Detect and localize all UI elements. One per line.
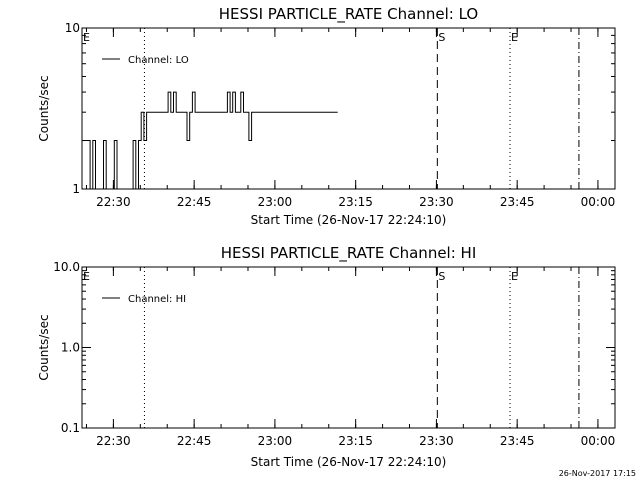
chart-1-y-axis-label: Counts/sec xyxy=(37,314,51,380)
panel-lo: HESSI PARTICLE_RATE Channel: LO Start Tim… xyxy=(37,5,616,227)
chart-1-x-tick-label: 23:45 xyxy=(500,434,535,448)
chart-1-annotation-label: E xyxy=(511,270,518,283)
chart-0-x-tick-label: 23:30 xyxy=(419,195,454,209)
chart-0-annotation-label: E xyxy=(511,31,518,44)
chart-0-x-tick-label: 23:15 xyxy=(338,195,373,209)
chart-0-legend-label: Channel: LO xyxy=(128,55,189,66)
chart-0-series-line-0 xyxy=(82,91,338,190)
panel-hi: HESSI PARTICLE_RATE Channel: HI Start Tim… xyxy=(37,244,616,469)
chart-1-legend-label: Channel: HI xyxy=(128,294,186,305)
chart-1-x-tick-label: 22:45 xyxy=(177,434,212,448)
chart-1-title: HESSI PARTICLE_RATE Channel: HI xyxy=(221,244,477,263)
chart-0-x-tick-label: 23:00 xyxy=(258,195,293,209)
chart-1-x-axis-label: Start Time (26-Nov-17 22:24:10) xyxy=(251,455,447,469)
chart-0-y-axis-label: Counts/sec xyxy=(37,75,51,141)
chart-1-y-tick-label: 1.0 xyxy=(61,341,80,355)
chart-0-y-tick-label: 10 xyxy=(65,21,80,35)
chart-1-plot-frame xyxy=(81,266,616,429)
chart-1-y-tick-label: 0.1 xyxy=(61,421,80,435)
chart-1-y-tick-label: 10.0 xyxy=(53,260,80,274)
chart-1-x-tick-label: 23:15 xyxy=(338,434,373,448)
chart-0-annotation-label: S xyxy=(438,31,445,44)
chart-0-x-tick-label: 22:45 xyxy=(177,195,212,209)
chart-1-x-tick-label: 23:00 xyxy=(258,434,293,448)
chart-1-x-tick-label: 22:30 xyxy=(96,434,131,448)
chart-0-annotation-label: E xyxy=(83,31,90,44)
chart-1-annotation-label: E xyxy=(83,270,90,283)
chart-0-plot-frame xyxy=(81,27,616,190)
chart-1-x-tick-label: 00:00 xyxy=(581,434,616,448)
footer-timestamp: 26-Nov-2017 17:15 xyxy=(559,469,636,478)
chart-0-y-tick-label: 1 xyxy=(72,182,80,196)
chart-1-x-tick-label: 23:30 xyxy=(419,434,454,448)
chart-0-title: HESSI PARTICLE_RATE Channel: LO xyxy=(219,5,478,24)
chart-0-x-tick-label: 23:45 xyxy=(500,195,535,209)
chart-0-x-tick-label: 22:30 xyxy=(96,195,131,209)
chart-1-annotation-label: S xyxy=(438,270,445,283)
chart-0-x-axis-label: Start Time (26-Nov-17 22:24:10) xyxy=(251,213,447,227)
chart-0-x-tick-label: 00:00 xyxy=(581,195,616,209)
